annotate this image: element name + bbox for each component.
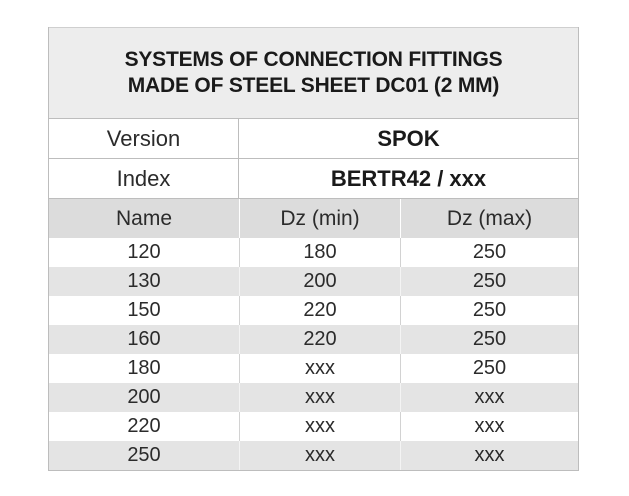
version-label: Version [49, 119, 239, 158]
table-row: 180 xxx 250 [49, 354, 578, 383]
cell-name: 130 [127, 270, 161, 292]
cell-dz-max: 250 [400, 238, 578, 267]
cell-dz-min: xxx [239, 354, 400, 383]
column-header-name: Name [115, 206, 173, 230]
index-row: Index BERTR42 / xxx [49, 159, 578, 199]
index-value: BERTR42 / xxx [330, 165, 487, 191]
column-header-dz-min: Dz (min) [239, 199, 400, 238]
cell-dz-min: 200 [239, 267, 400, 296]
cell-name: 180 [127, 357, 161, 379]
cell-dz-min: 220 [239, 325, 400, 354]
table-title: SYSTEMS OF CONNECTION FITTINGS MADE OF S… [49, 27, 578, 119]
table-row: 220 xxx xxx [49, 412, 578, 441]
table-row: 120 180 250 [49, 238, 578, 267]
table-row: 200 xxx xxx [49, 383, 578, 412]
title-line-2: MADE OF STEEL SHEET DC01 (2 MM) [127, 74, 500, 97]
cell-name: 150 [127, 299, 161, 321]
cell-dz-max: xxx [400, 412, 578, 441]
cell-dz-max: 250 [400, 267, 578, 296]
column-header-row: Name Dz (min) Dz (max) [49, 199, 578, 238]
cell-name: 250 [127, 444, 161, 466]
cell-dz-min: xxx [239, 412, 400, 441]
cell-dz-max: xxx [400, 383, 578, 412]
table-row: 150 220 250 [49, 296, 578, 325]
spec-table: SYSTEMS OF CONNECTION FITTINGS MADE OF S… [48, 27, 579, 471]
table-row: 250 xxx xxx [49, 441, 578, 470]
cell-dz-max: 250 [400, 325, 578, 354]
version-row: Version SPOK [49, 119, 578, 159]
cell-dz-max: xxx [400, 441, 578, 470]
cell-dz-max: 250 [400, 296, 578, 325]
version-value: SPOK [377, 125, 440, 151]
table-row: 160 220 250 [49, 325, 578, 354]
title-line-1: SYSTEMS OF CONNECTION FITTINGS [124, 48, 503, 71]
cell-name: 120 [127, 241, 161, 263]
cell-name: 220 [127, 415, 161, 437]
index-label: Index [49, 159, 239, 198]
cell-name: 200 [127, 386, 161, 408]
cell-dz-max: 250 [400, 354, 578, 383]
cell-dz-min: 220 [239, 296, 400, 325]
cell-dz-min: 180 [239, 238, 400, 267]
column-header-dz-max: Dz (max) [400, 199, 578, 238]
table-row: 130 200 250 [49, 267, 578, 296]
cell-dz-min: xxx [239, 441, 400, 470]
cell-dz-min: xxx [239, 383, 400, 412]
cell-name: 160 [127, 328, 161, 350]
